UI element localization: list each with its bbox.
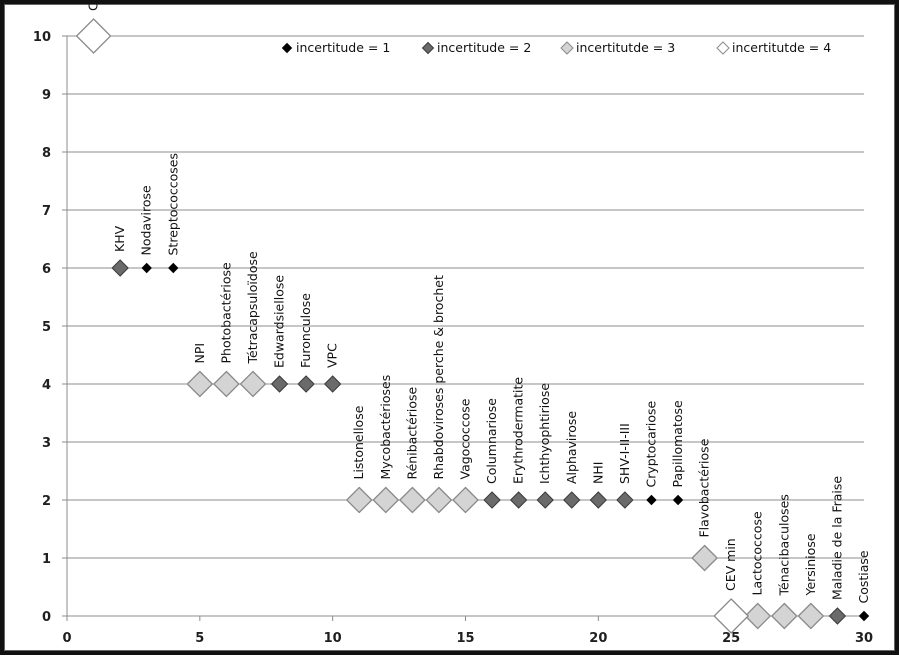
data-label-papillomatose: Papillomatose (670, 400, 685, 488)
data-label-khv: KHV (112, 225, 127, 252)
data-point-npi (186, 370, 214, 398)
legend-marker-incertitude-2 (421, 41, 435, 55)
legend-marker-incertitutde-3 (560, 41, 574, 55)
data-label-renibacteriose: Rénibactériose (404, 386, 419, 479)
data-point-mycobacterioses (372, 486, 400, 514)
data-point-renibacteriose (398, 486, 426, 514)
data-label-tenacibaculoses: Ténacibaculoses (776, 494, 791, 596)
data-label-furonculose: Furonculose (298, 293, 313, 368)
y-tick-label-0: 0 (42, 610, 51, 625)
data-label-ichthyophtiriose: Ichthyophtiriose (537, 383, 552, 484)
data-label-costiase: Costiase (856, 550, 871, 603)
y-tick-label-10: 10 (33, 30, 51, 45)
data-point-khv (111, 259, 129, 277)
y-tick-label-5: 5 (42, 320, 51, 335)
data-point-ichthyophtiriose (536, 491, 554, 509)
data-label-lactococcose: Lactococcose (750, 511, 765, 595)
x-tick-label-25: 25 (722, 631, 740, 646)
data-label-cev-min: CEV min (723, 538, 738, 591)
data-label-flavobacteriose: Flavobactériose (697, 438, 712, 537)
scatter-chart: 0 1 2 3 4 5 6 7 8 9 10 0 5 10 15 20 25 30 Nodavirose Strep… (33, 4, 873, 646)
data-point-photobacteriose (212, 370, 240, 398)
data-label-photobacteriose: Photobactériose (218, 262, 233, 363)
data-label-cev-max: CEV max (86, 4, 101, 11)
legend-label-incertitude-2: incertitude = 2 (437, 40, 531, 55)
data-point-papillomatose (672, 494, 684, 506)
x-tick-label-30: 30 (855, 631, 873, 646)
data-point-costiase (858, 610, 870, 622)
data-label-npi: NPI (192, 343, 207, 364)
data-label-listonellose: Listonellose (351, 405, 366, 479)
data-label-rhabdoviroses-perche-brochet: Rhabdoviroses perche & brochet (431, 275, 446, 479)
y-tick-label-1: 1 (42, 552, 51, 567)
axes: 0 1 2 3 4 5 6 7 8 9 10 0 5 10 15 20 25 30 (33, 30, 873, 646)
legend-marker-incertitude-1 (281, 42, 293, 54)
data-point-furonculose (297, 375, 315, 393)
data-point-vagococcose (452, 486, 479, 514)
legend: incertitude = 1 incertitude = 2 incertitut… (281, 40, 831, 55)
x-tick-label-15: 15 (456, 631, 474, 646)
data-label-vagococcose: Vagococcose (458, 398, 473, 479)
data-point-nodavirose (141, 262, 152, 274)
data-label-shv-i-ii-iii: SHV-I-II-III (617, 423, 632, 484)
data-point-tenacibaculoses (770, 602, 798, 630)
data-point-columnariose (483, 491, 501, 509)
data-point-rhabdoviroses-perche-brochet (425, 486, 453, 514)
data-point-flavobacteriose (691, 544, 719, 572)
data-label-tetracapsuloidose: Tétracapsuloïdose (245, 251, 260, 364)
x-tick-label-10: 10 (324, 631, 342, 646)
y-tick-label-3: 3 (42, 436, 51, 451)
data-label-nodavirose: Nodavirose (139, 185, 154, 255)
data-point-nhi (589, 491, 608, 509)
data-label-maladie-de-la-fraise: Maladie de la Fraise (829, 476, 844, 600)
data-point-edwardsiellose (270, 375, 289, 393)
data-label-edwardsiellose: Edwardsiellose (272, 275, 287, 368)
data-label-vpc: VPC (325, 343, 340, 368)
legend-label-incertitutde-3: incertitutde = 3 (576, 40, 675, 55)
data-point-cryptocariose (646, 494, 657, 506)
data-label-streptococcoses: Streptococcoses (165, 153, 180, 256)
data-label-nhi: NHI (590, 462, 605, 484)
data-point-vpc (323, 375, 342, 393)
data-point-lactococcose (744, 602, 772, 630)
legend-label-incertitutde-4: incertitutde = 4 (732, 40, 831, 55)
data-point-cev-min (713, 598, 750, 634)
data-point-tetracapsuloidose (239, 370, 267, 398)
legend-marker-incertitutde-4 (716, 41, 730, 55)
data-point-listonellose (345, 486, 373, 514)
data-point-cev-max (75, 18, 112, 54)
x-tick-label-0: 0 (62, 631, 71, 646)
legend-label-incertitude-1: incertitude = 1 (296, 40, 390, 55)
y-tick-label-8: 8 (42, 146, 51, 161)
y-tick-label-2: 2 (42, 494, 51, 509)
data-point-alphavirose (563, 491, 581, 509)
data-label-columnariose: Columnariose (484, 398, 499, 484)
y-tick-label-4: 4 (42, 378, 51, 393)
data-labels: Nodavirose Streptococcoses Cryptocariose Pa… (86, 4, 871, 604)
data-label-mycobacterioses: Mycobactérioses (378, 375, 393, 480)
data-label-alphavirose: Alphavirose (564, 411, 579, 484)
data-label-cryptocariose: Cryptocariose (643, 400, 658, 487)
x-tick-label-5: 5 (195, 631, 204, 646)
data-point-maladie-de-la-fraise (828, 607, 847, 625)
y-tick-label-7: 7 (42, 204, 51, 219)
data-label-erythrodermatite: Erythrodermatite (511, 377, 526, 484)
data-point-streptococcoses (168, 262, 179, 274)
y-tick-label-9: 9 (42, 88, 51, 103)
y-tick-label-6: 6 (42, 262, 51, 277)
data-point-shv-i-ii-iii (616, 491, 634, 509)
data-point-erythrodermatite (509, 491, 528, 509)
x-tick-label-20: 20 (589, 631, 607, 646)
data-markers (75, 18, 870, 634)
data-label-yersiniose: Yersiniose (803, 533, 818, 596)
data-point-yersiniose (797, 602, 825, 630)
